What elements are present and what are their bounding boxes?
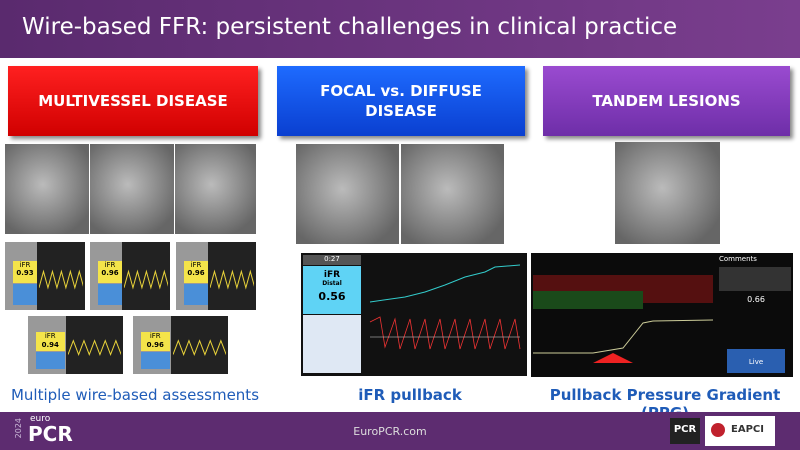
reading-detail [184,284,208,305]
logo: PCR [670,418,700,444]
readout [719,267,791,291]
ifr-box: iFR Distal 0.56 [303,266,361,314]
timer: 0:27 [303,255,361,265]
thumbnail: iFR 0.96 [133,316,228,374]
pressure-band [533,291,643,309]
year: 2024 [14,418,23,439]
ifr-label: iFR [323,270,341,280]
wave-line [123,269,169,290]
reading-value: 0.94 [41,340,59,349]
panel-title: Comments [719,255,757,263]
reading-box: iFR 0.96 [141,332,170,351]
reading-label: iFR [104,261,116,270]
gradient-peak [593,353,633,363]
reading-box: iFR 0.94 [36,332,65,351]
brand-top: euro [30,414,51,424]
reading-box: iFR 0.96 [184,261,208,283]
reading-label: iFR [44,332,56,341]
footer [0,412,800,450]
wave-line [38,269,84,290]
reading-detail [36,351,65,370]
monitor: 0:27 iFR Distal 0.56 [301,253,527,376]
panel-header: FOCAL vs. DIFFUSE DISEASE [277,66,525,136]
angiogram [5,144,89,234]
reading-box: iFR 0.96 [98,261,122,283]
reading-value: 0.96 [187,269,205,278]
reading-label: iFR [149,332,161,341]
pressure-trace [369,316,521,350]
angiogram [175,144,256,234]
pullback-trace [369,264,521,303]
wave-line [172,339,227,357]
monitor: Comments 0.66 Live [531,253,793,377]
reading-detail [13,284,37,305]
wave-line [209,269,255,290]
reading-detail [141,351,170,370]
panel-header: TANDEM LESIONS [543,66,790,136]
live-button: Live [727,349,785,373]
title-bar [0,0,800,58]
site: EuroPCR.com [353,425,427,438]
wave [209,269,255,290]
ifr-value: 0.56 [318,290,346,303]
caption: Multiple wire-based assessments [10,386,260,404]
thumbnail: iFR 0.96 [90,242,170,310]
reading-value: 0.96 [101,269,119,278]
brand: PCR [28,422,73,446]
wave [172,339,227,357]
ifr-sub: Distal [322,280,342,287]
traces [533,275,713,363]
thumbnail: iFR 0.93 [5,242,85,310]
traces [369,264,521,350]
wave [123,269,169,290]
angiogram [90,144,174,234]
list [303,315,361,373]
reading-value: 0.93 [16,269,34,278]
value: 0.66 [747,295,765,304]
reading-box: iFR 0.93 [13,261,37,283]
reading-label: iFR [19,261,31,270]
gradient-trace [533,319,713,354]
panel-header: MULTIVESSEL DISEASE [8,66,258,136]
reading-value: 0.96 [146,340,164,349]
slide-title: Wire-based FFR: persistent challenges in… [22,14,678,40]
wave [67,339,122,357]
angiogram [296,144,399,244]
angiogram [401,144,504,244]
thumbnail: iFR 0.94 [28,316,123,374]
logo-mark [711,423,725,437]
caption: iFR pullback [358,386,462,404]
reading-label: iFR [190,261,202,270]
wave [38,269,84,290]
thumbnail: iFR 0.96 [176,242,256,310]
wave-line [67,339,122,357]
angiogram [615,142,720,244]
reading-detail [98,284,122,305]
